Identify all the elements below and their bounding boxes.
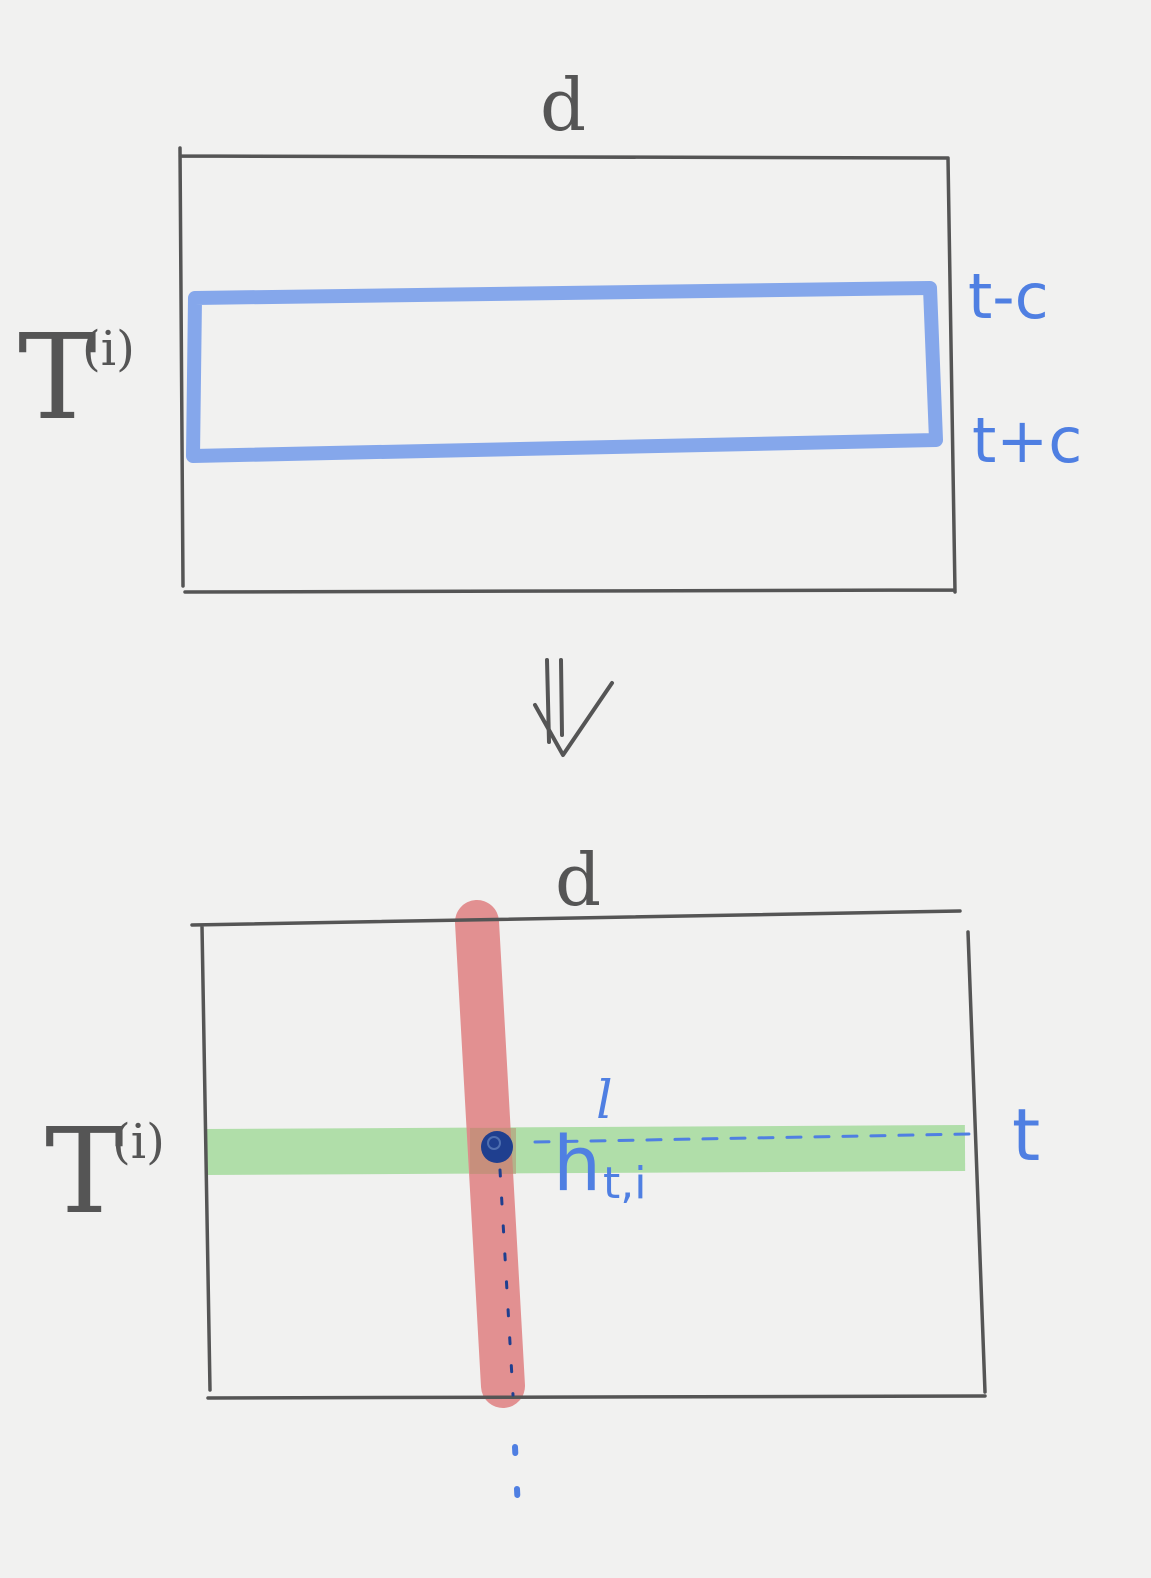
selected-cell-dot-shine xyxy=(487,1136,501,1150)
context-window-highlight xyxy=(186,281,943,463)
column-dotted-line xyxy=(498,1168,515,1397)
bottom-matrix-border xyxy=(190,909,987,1400)
bottom-matrix: d T (i) h l t,i t xyxy=(45,838,1040,1513)
cell-value-label: h l t,i xyxy=(553,1071,646,1209)
top-matrix-letter: T xyxy=(18,308,97,446)
cell-letter: h xyxy=(553,1119,601,1208)
top-matrix: d T (i) t-c t+c xyxy=(18,63,1082,594)
cell-subscript: t,i xyxy=(603,1158,646,1209)
row-dashed-line xyxy=(533,1132,972,1144)
column-dotted-extension xyxy=(512,1444,521,1513)
double-down-arrow-icon xyxy=(533,658,614,757)
cell-superscript: l xyxy=(596,1071,613,1131)
window-bottom-label: t+c xyxy=(972,404,1082,477)
top-matrix-superscript: (i) xyxy=(82,321,135,377)
row-label: t xyxy=(1012,1093,1040,1177)
top-matrix-label: T (i) xyxy=(18,308,135,446)
bottom-matrix-superscript: (i) xyxy=(112,1114,165,1170)
bottom-matrix-letter: T xyxy=(45,1102,124,1240)
top-width-label: d xyxy=(540,63,586,147)
bottom-matrix-label: T (i) xyxy=(45,1102,165,1240)
top-matrix-border xyxy=(178,146,957,594)
window-top-label: t-c xyxy=(968,260,1049,333)
bottom-width-label: d xyxy=(555,838,601,922)
row-highlight xyxy=(205,1125,966,1175)
